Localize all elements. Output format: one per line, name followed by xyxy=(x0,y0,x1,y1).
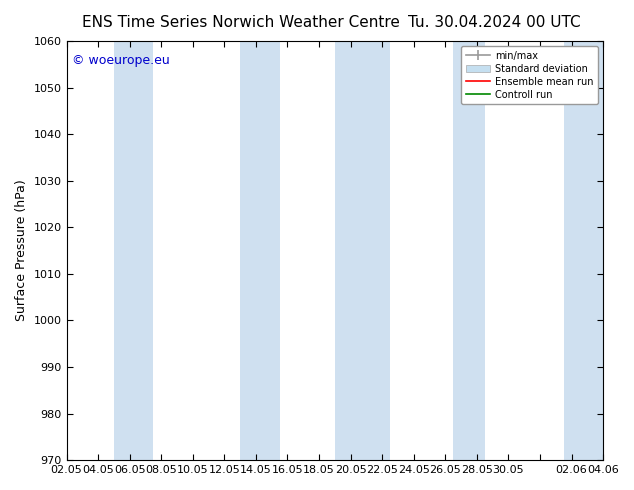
Bar xyxy=(114,41,153,460)
Bar xyxy=(335,41,390,460)
Text: © woeurope.eu: © woeurope.eu xyxy=(72,53,170,67)
Bar xyxy=(453,41,485,460)
Bar xyxy=(564,41,611,460)
Y-axis label: Surface Pressure (hPa): Surface Pressure (hPa) xyxy=(15,180,28,321)
Text: Tu. 30.04.2024 00 UTC: Tu. 30.04.2024 00 UTC xyxy=(408,15,581,30)
Legend: min/max, Standard deviation, Ensemble mean run, Controll run: min/max, Standard deviation, Ensemble me… xyxy=(461,46,598,104)
Bar xyxy=(240,41,280,460)
Text: ENS Time Series Norwich Weather Centre: ENS Time Series Norwich Weather Centre xyxy=(82,15,400,30)
